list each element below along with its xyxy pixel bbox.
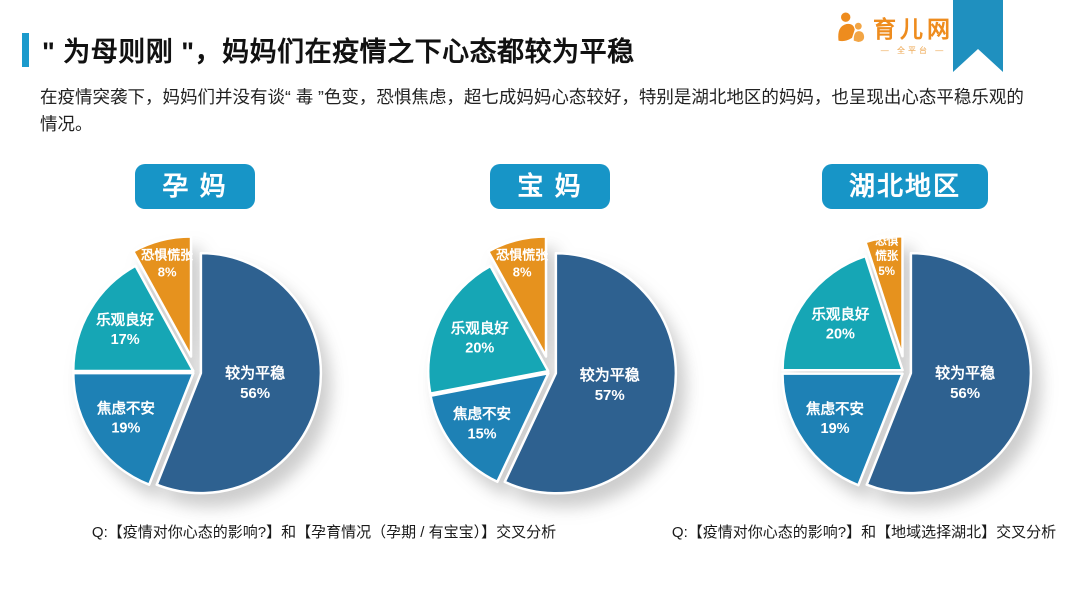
pie-slice-label-fearful-panic: 恐惧慌张 8% [141, 248, 194, 280]
pie-slice-label-optimistic-good: 乐观良好 20% [811, 306, 869, 343]
chart-column-baby-moms: 宝 妈 较为平稳 57% 焦虑不安 15% 乐观良好 20% 恐惧慌张 8% [400, 164, 700, 517]
yuerwang-logo: 育儿网 — 全平台 — [834, 10, 954, 56]
pie-slice-label-optimistic-good: 乐观良好 17% [96, 312, 154, 349]
pie-slice-label-anxious-uneasy: 焦虑不安 19% [96, 400, 155, 437]
pie-slice-label-fearful-panic: 恐惧慌张 5% [875, 234, 898, 278]
parent-child-logo-icon [838, 12, 865, 42]
footnote-hubei-cross-analysis: Q:【疫情对你心态的影响?】和【地域选择湖北】交叉分析 [671, 524, 1057, 542]
pie-slice-label-optimistic-good: 乐观良好 20% [451, 320, 509, 357]
pie-slice-fearful-panic [864, 235, 904, 358]
pie-chart-pregnant-moms: 较为平稳 56% 焦虑不安 19% 乐观良好 17% 恐惧慌张 8% [72, 235, 323, 495]
footnote-pregnancy-cross-analysis: Q:【疫情对你心态的影响?】和【孕育情况（孕期 / 有宝宝）】交叉分析 [91, 524, 557, 542]
pie-slice-calm-stable [155, 252, 323, 495]
pie-slice-anxious-uneasy [429, 372, 550, 484]
pie-slice-optimistic-good [427, 265, 550, 396]
pie-slice-label-calm-stable: 较为平稳 56% [225, 365, 285, 403]
pie-slice-label-calm-stable: 较为平稳 57% [580, 366, 640, 404]
chart-title-badge: 湖北地区 [821, 164, 988, 210]
pie-slice-fearful-panic [486, 235, 548, 359]
pie-slice-label-calm-stable: 较为平稳 56% [935, 365, 995, 403]
pie-slice-calm-stable [865, 252, 1033, 495]
pie-slice-optimistic-good [72, 265, 195, 373]
pie-chart-baby-moms: 较为平稳 57% 焦虑不安 15% 乐观良好 20% 恐惧慌张 8% [427, 235, 678, 495]
pie-chart-hubei-region: 较为平稳 56% 焦虑不安 19% 乐观良好 20% 恐惧慌张 5% [781, 234, 1033, 495]
pie-slice-calm-stable [503, 252, 678, 495]
header: " 为母则刚 "，妈妈们在疫情之下心态都较为平稳 [22, 30, 1080, 69]
page-subtitle: 在疫情突袭下，妈妈们并没有谈“ 毒 ”色变，恐惧焦虑，超七成妈妈心态较好，特别是… [40, 87, 1024, 135]
logo-tagline: — 全平台 — [880, 46, 947, 55]
title-accent-bar [22, 32, 29, 67]
page-title: " 为母则刚 "，妈妈们在疫情之下心态都较为平稳 [42, 37, 635, 67]
pie-slice-anxious-uneasy [781, 372, 904, 487]
charts-row: 孕 妈 较为平稳 56% 焦虑不安 19% 乐观良好 17% 恐惧慌张 8% 宝 妈 较为平稳… [0, 164, 1080, 517]
pie-slice-fearful-panic [131, 235, 193, 359]
pie-slice-anxious-uneasy [72, 372, 195, 487]
pie-slice-optimistic-good [781, 255, 904, 372]
pie-slice-label-anxious-uneasy: 焦虑不安 19% [805, 400, 864, 437]
pie-slice-label-anxious-uneasy: 焦虑不安 15% [452, 406, 511, 443]
footnotes-row: Q:【疫情对你心态的影响?】和【孕育情况（孕期 / 有宝宝）】交叉分析 Q:【疫… [0, 521, 1080, 542]
chart-column-hubei-region: 湖北地区 较为平稳 56% 焦虑不安 19% 乐观良好 20% 恐惧慌张 5% [755, 164, 1055, 517]
chart-title-badge: 孕 妈 [135, 164, 255, 210]
pie-slice-label-fearful-panic: 恐惧慌张 8% [496, 248, 549, 280]
chart-title-badge: 宝 妈 [490, 164, 610, 210]
chart-column-pregnant-moms: 孕 妈 较为平稳 56% 焦虑不安 19% 乐观良好 17% 恐惧慌张 8% [45, 164, 345, 517]
logo-text: 育儿网 [873, 16, 954, 42]
